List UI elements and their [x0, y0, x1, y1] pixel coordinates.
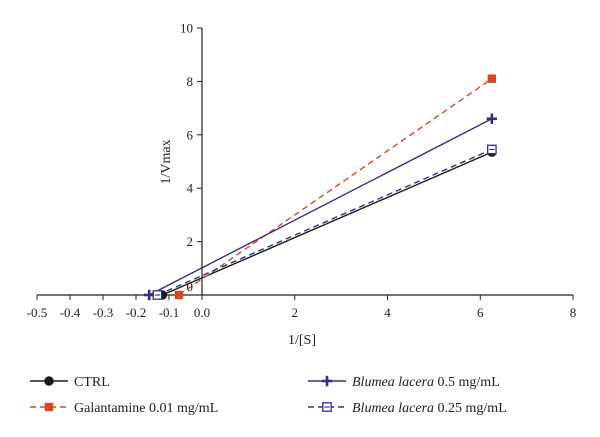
- series-3-point-1: [486, 144, 497, 155]
- axes: [37, 28, 573, 296]
- legend-marker-0: [44, 376, 54, 386]
- legend-item-0: CTRL: [30, 375, 110, 390]
- x-tick-label: -0.2: [126, 305, 147, 320]
- legend-item-1: Galantamine 0.01 mg/mL: [30, 401, 218, 416]
- series-line-2: [148, 118, 493, 296]
- series-1-point-0: [174, 290, 184, 300]
- series-markers: [144, 74, 498, 301]
- series-lines: [148, 78, 493, 296]
- x-tick-label: -0.4: [60, 305, 81, 320]
- legend-label: Blumea lacera 0.5 mg/mL: [352, 375, 500, 390]
- legend-label: Galantamine 0.01 mg/mL: [74, 401, 218, 416]
- y-tick-label: 6: [187, 127, 194, 142]
- x-tick-label: 4: [384, 305, 391, 320]
- x-tick-label: 2: [292, 305, 299, 320]
- y-tick-label: 10: [180, 21, 193, 36]
- legend-marker-3: [322, 402, 332, 412]
- legend: CTRL Galantamine 0.01 mg/mL Blumea lacera …: [30, 375, 507, 416]
- x-tick-label: 6: [477, 305, 484, 320]
- series-3-point-0: [152, 290, 163, 300]
- legend-item-3: Blumea lacera 0.25 mg/mL: [308, 401, 507, 416]
- series-1-point-1: [487, 74, 497, 83]
- series-line-3: [157, 148, 493, 296]
- y-tick-label: 2: [187, 234, 194, 249]
- x-tick-label: 8: [570, 305, 577, 320]
- series-line-0: [162, 151, 493, 296]
- x-tick-label: -0.1: [159, 305, 180, 320]
- x-tick-label: 0.0: [194, 305, 210, 320]
- series-line-1: [178, 78, 493, 296]
- y-tick-label: 4: [187, 181, 194, 196]
- legend-item-2: Blumea lacera 0.5 mg/mL: [308, 375, 500, 390]
- legend-marker-1: [44, 402, 54, 412]
- legend-marker-2: [321, 375, 333, 387]
- x-tick-label: -0.5: [27, 305, 48, 320]
- series-2-point-1: [486, 113, 498, 124]
- y-axis-label: 1/Vmax: [159, 139, 174, 184]
- y-tick-label: 8: [187, 74, 194, 89]
- legend-label: CTRL: [74, 375, 110, 390]
- axis-ticks: -0.5 -0.4 -0.3 -0.2 -0.1 0.0 2 4 6 8 2 4 6 8 10 0: [27, 21, 577, 321]
- legend-label: Blumea lacera 0.25 mg/mL: [352, 401, 507, 416]
- y-zero-label: 0: [187, 279, 194, 294]
- x-axis-label: 1/[S]: [288, 333, 316, 348]
- x-tick-label: -0.3: [93, 305, 114, 320]
